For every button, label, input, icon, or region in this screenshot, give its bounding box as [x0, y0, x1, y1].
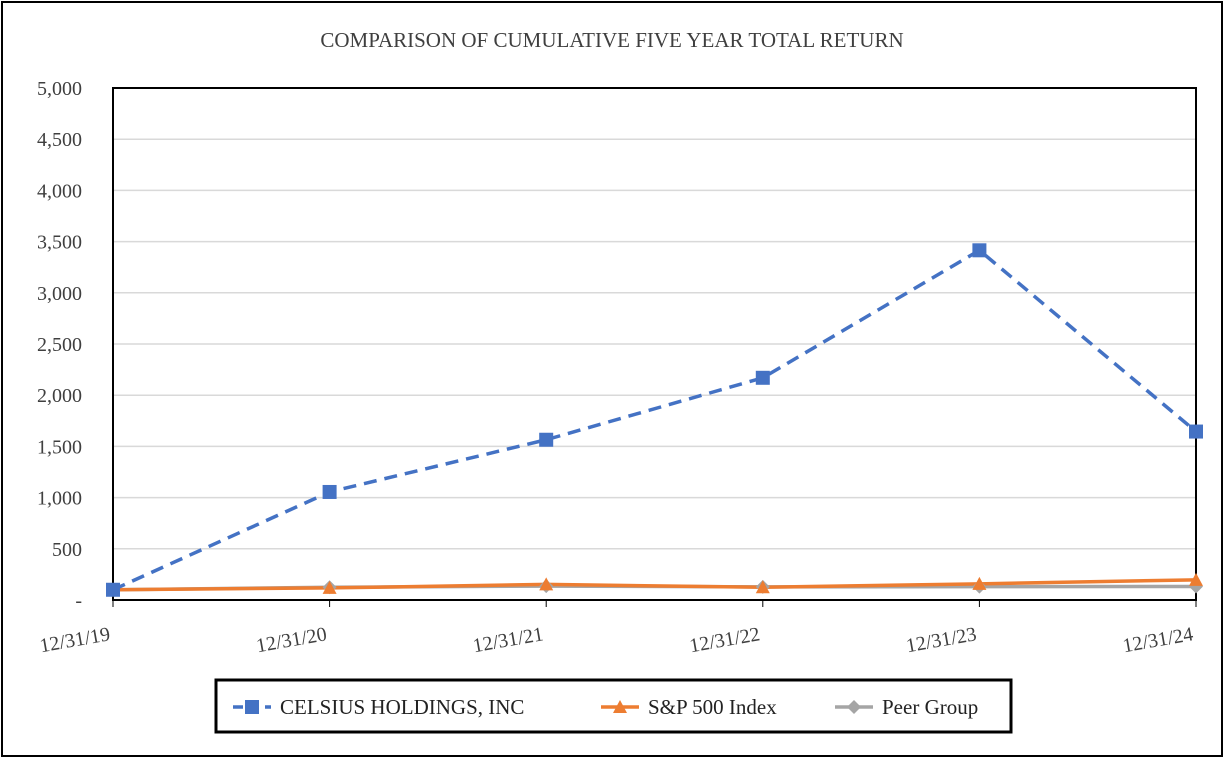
- series-markers: [106, 243, 1203, 597]
- y-tick-label: 2,500: [37, 334, 82, 356]
- y-tick-label: 1,000: [37, 488, 82, 510]
- gridlines: [113, 87, 1196, 550]
- data-point: [972, 576, 987, 590]
- data-point: [972, 243, 987, 258]
- data-point: [755, 370, 770, 385]
- y-tick-label: -: [75, 590, 82, 612]
- y-tick-label: 1,500: [37, 436, 82, 458]
- legend-label: S&P 500 Index: [648, 695, 777, 719]
- data-point: [106, 582, 120, 597]
- x-tick-label: 12/31/24: [1121, 623, 1195, 657]
- data-point: [755, 580, 770, 594]
- legend-marker: [613, 700, 627, 713]
- y-tick-label: 2,000: [37, 385, 82, 407]
- legend-marker: [245, 700, 259, 714]
- plot-area-border: [112, 87, 1197, 601]
- x-tick-label: 12/31/19: [38, 623, 112, 657]
- y-tick-label: 4,000: [37, 180, 82, 202]
- legend: CELSIUS HOLDINGS, INC S&P 500 Index Peer G…: [233, 695, 978, 719]
- series-lines: [112, 248, 1198, 592]
- series-line: [112, 578, 1197, 592]
- x-tick-label: 12/31/20: [255, 623, 329, 657]
- y-tick-label: 3,500: [37, 232, 82, 254]
- y-tick-label: 500: [52, 539, 82, 561]
- data-point: [322, 580, 337, 594]
- x-tick-label: 12/31/23: [904, 623, 978, 657]
- y-tick-label: 3,000: [37, 283, 82, 305]
- data-point: [539, 577, 554, 591]
- y-tick-label: 4,500: [37, 129, 82, 151]
- series-line: [112, 248, 1198, 592]
- data-point: [539, 432, 554, 447]
- legend-label: CELSIUS HOLDINGS, INC: [280, 695, 524, 719]
- x-axis-ticks: 12/31/19 12/31/20 12/31/21 12/31/22 12/31/23…: [38, 600, 1197, 657]
- data-point: [1189, 572, 1203, 586]
- x-tick-label: 12/31/21: [471, 623, 545, 657]
- y-tick-label: 5,000: [37, 78, 82, 100]
- y-axis-ticks: - 500 1,000 1,500 2,000 2,500 3,000 3,500 4,000 4…: [37, 78, 82, 612]
- data-point: [1189, 424, 1203, 439]
- chart-title: COMPARISON OF CUMULATIVE FIVE YEAR TOTAL…: [320, 28, 903, 52]
- data-point: [322, 484, 337, 499]
- legend-label: Peer Group: [882, 695, 978, 719]
- legend-marker: [847, 700, 861, 714]
- x-tick-label: 12/31/22: [688, 623, 762, 657]
